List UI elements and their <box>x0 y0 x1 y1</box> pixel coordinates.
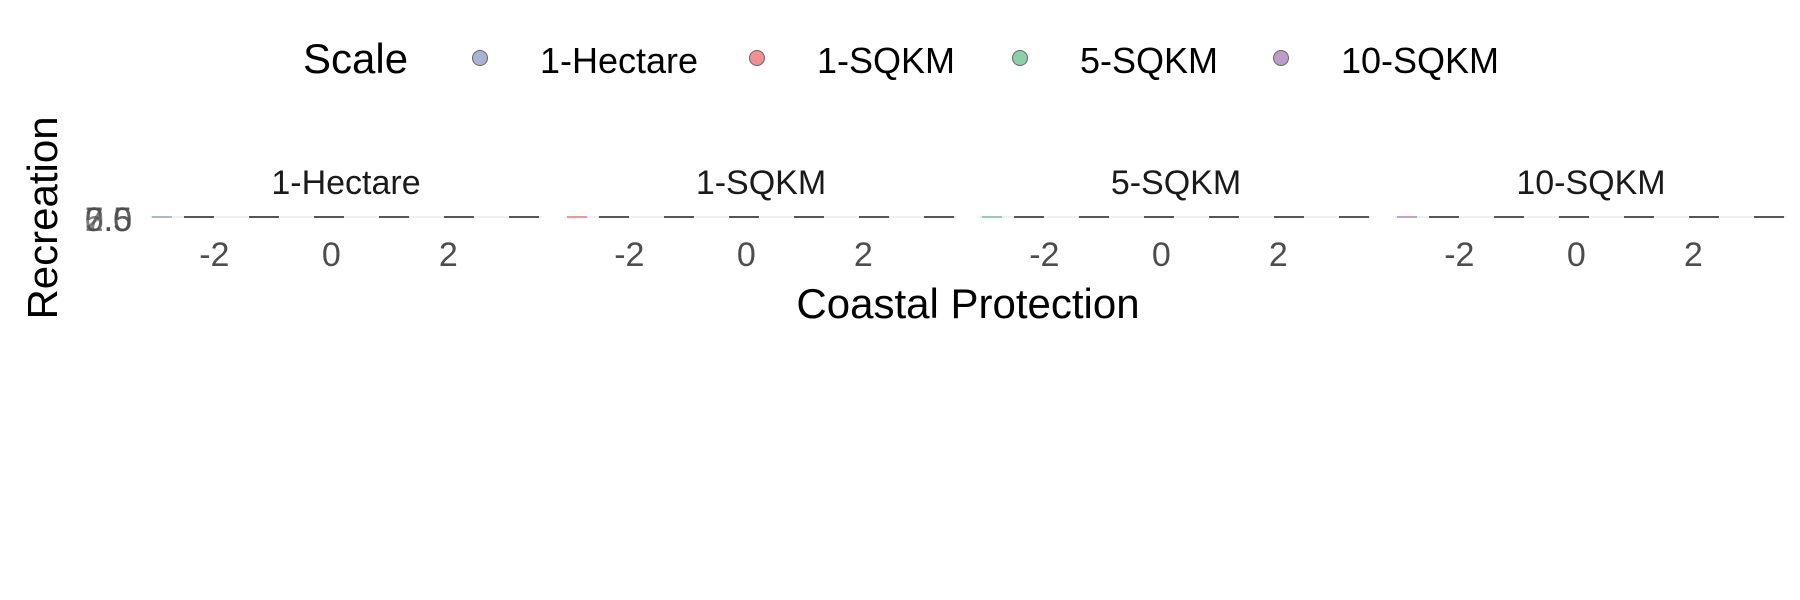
facet-title: 1-SQKM <box>696 164 826 202</box>
facet-panel: 1-SQKM -2 0 2 <box>565 164 957 274</box>
legend-item: 5-SQKM <box>1012 40 1218 81</box>
x-tick-label: 2 <box>439 236 458 274</box>
x-tick-label: -2 <box>614 236 644 274</box>
x-tick-label: 0 <box>1567 236 1586 274</box>
y-axis-ticks: 0.02.55.07.5 <box>85 201 132 239</box>
facet-panel: 5-SQKM -2 0 2 <box>980 164 1372 274</box>
y-axis-label: Recreation <box>19 116 66 319</box>
facet-title: 10-SQKM <box>1516 164 1665 202</box>
facet-panels: 1-Hectare-2 0 21-SQKM-2 0 25-SQKM-2 0 210-SQKM… <box>150 164 1787 274</box>
legend-item-label: 5-SQKM <box>1080 40 1218 81</box>
y-tick-label: 5.0 <box>85 201 132 239</box>
legend-item-label: 10-SQKM <box>1341 40 1499 81</box>
facet-panel: 10-SQKM -2 0 2 <box>1395 164 1787 274</box>
legend-item-label: 1-Hectare <box>540 40 698 81</box>
x-tick-label: -2 <box>1444 236 1474 274</box>
x-axis-label: Coastal Protection <box>796 280 1139 327</box>
legend-item: 1-Hectare <box>472 40 698 81</box>
y-tick-label: 7.5 <box>85 201 132 239</box>
x-tick-label: -2 <box>199 236 229 274</box>
legend: Scale 1-Hectare 1-SQKM 5-SQKM 10-SQKM <box>303 35 1499 82</box>
x-tick-label: 2 <box>1684 236 1703 274</box>
legend-item-label: 1-SQKM <box>817 40 955 81</box>
legend-title: Scale <box>303 35 408 82</box>
y-tick-label: 0.0 <box>85 201 132 239</box>
legend-key-marker <box>1012 50 1028 66</box>
x-tick-label: 0 <box>737 236 756 274</box>
x-tick-label: -2 <box>1029 236 1059 274</box>
legend-key-marker <box>749 50 765 66</box>
x-tick-label: 2 <box>854 236 873 274</box>
facet-title: 1-Hectare <box>271 164 420 202</box>
facet-title: 5-SQKM <box>1111 164 1241 202</box>
x-tick-label: 0 <box>1152 236 1171 274</box>
legend-item: 1-SQKM <box>749 40 955 81</box>
legend-item: 10-SQKM <box>1273 40 1499 81</box>
legend-key-marker <box>472 50 488 66</box>
legend-key-marker <box>1273 50 1289 66</box>
y-tick-label: 2.5 <box>85 201 132 239</box>
x-tick-label: 0 <box>322 236 341 274</box>
x-tick-label: 2 <box>1269 236 1288 274</box>
facet-panel: 1-Hectare -2 0 2 <box>150 164 542 274</box>
